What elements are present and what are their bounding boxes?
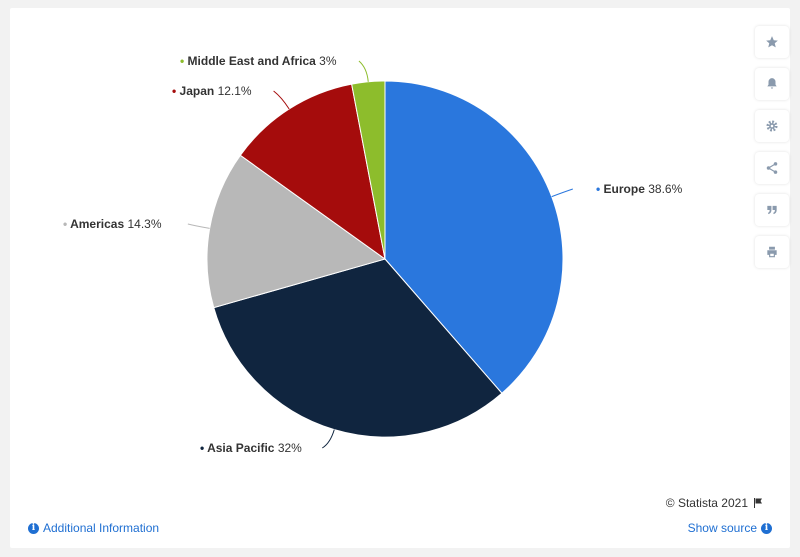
pie-slice-americas[interactable] [206, 154, 387, 309]
quote-icon [767, 205, 777, 215]
label-bullet: • [596, 182, 604, 196]
label-name: Americas [70, 217, 127, 231]
print-icon [767, 246, 777, 258]
additional-information-label: Additional Information [43, 521, 160, 535]
notification-button[interactable] [755, 68, 789, 100]
copyright-credit: © Statista 2021 [666, 496, 764, 510]
credit-text: © Statista 2021 [665, 496, 748, 510]
favorite-button[interactable] [755, 26, 789, 58]
flag-icon[interactable] [752, 497, 764, 509]
print-button[interactable] [755, 236, 789, 268]
chart-card: • Europe 38.6% • Asia Pacific 32% • Americ… [10, 8, 790, 548]
label-bullet: • [200, 441, 207, 455]
show-source-link[interactable]: Show source i [688, 521, 772, 535]
slice-label: • Europe 38.6% [596, 182, 683, 196]
connector-line [551, 188, 573, 198]
label-value: 38.6% [648, 182, 682, 196]
label-value: 3% [319, 54, 337, 68]
cite-button[interactable] [755, 194, 789, 226]
info-icon: i [761, 522, 772, 534]
share-icon [766, 162, 778, 174]
label-name: Japan [180, 84, 218, 98]
slice-label: • Americas 14.3% [63, 217, 162, 231]
pie-slice-middle-east-and-africa[interactable] [351, 80, 386, 260]
label-bullet: • [172, 84, 180, 98]
pie-slice-japan[interactable] [239, 83, 386, 261]
label-bullet: • [180, 54, 188, 68]
additional-information-link[interactable]: i Additional Information [28, 521, 159, 535]
settings-button[interactable] [755, 110, 789, 142]
connector-line [273, 90, 290, 110]
label-name: Asia Pacific [207, 441, 278, 455]
label-name: Europe [604, 182, 649, 196]
pie-chart: • Europe 38.6%• Asia Pacific 32%• Americ… [63, 54, 683, 455]
star-icon [766, 36, 778, 48]
label-bullet: • [63, 217, 70, 231]
pie-slice-europe[interactable] [384, 80, 564, 394]
pie-slice-asia-pacific[interactable] [213, 258, 503, 438]
connector-line [358, 60, 369, 82]
slice-label: • Japan 12.1% [172, 84, 252, 98]
label-value: 32% [278, 441, 302, 455]
slice-label: • Middle East and Africa 3% [180, 54, 337, 68]
label-value: 14.3% [127, 217, 161, 231]
share-button[interactable] [755, 152, 789, 184]
bell-icon [767, 78, 777, 89]
show-source-label: Show source [687, 521, 757, 535]
label-name: Middle East and Africa [188, 54, 320, 68]
gear-icon [766, 120, 778, 132]
label-value: 12.1% [218, 84, 252, 98]
connector-line [322, 429, 335, 449]
connector-line [187, 223, 210, 229]
info-icon: i [28, 522, 39, 534]
slice-label: • Asia Pacific 32% [200, 441, 302, 455]
chart-toolbar [755, 26, 791, 278]
